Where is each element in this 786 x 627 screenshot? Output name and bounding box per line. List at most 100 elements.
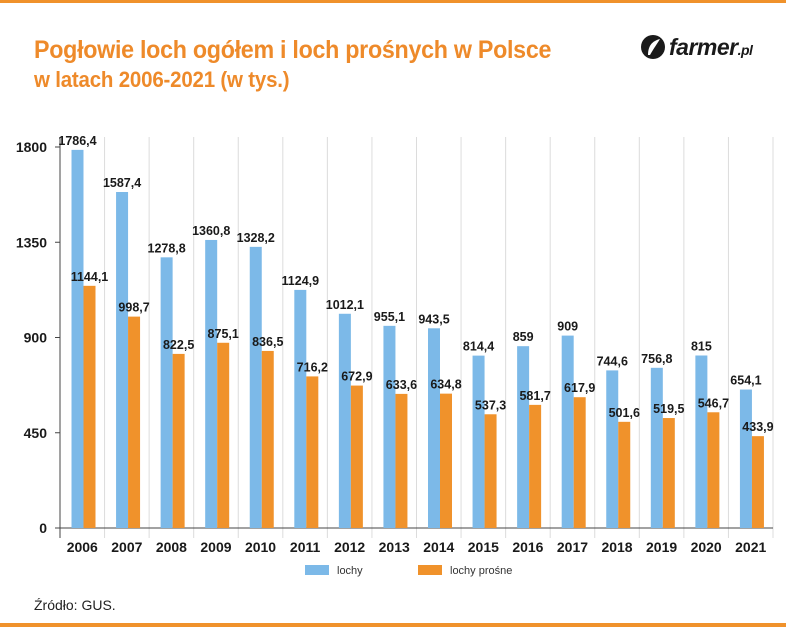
bar-lochy-prosne: [573, 397, 586, 528]
data-label-lochy-prosne: 836,5: [252, 335, 283, 349]
x-tick-label: 2014: [423, 539, 454, 555]
bar-lochy-prosne: [350, 385, 363, 528]
bar-lochy-prosne: [618, 421, 631, 528]
data-label-lochy: 1278,8: [148, 241, 186, 255]
x-tick-label: 2010: [245, 539, 276, 555]
bar-lochy-prosne: [172, 353, 185, 528]
data-label-lochy-prosne: 537,3: [475, 398, 506, 412]
data-label-lochy-prosne: 634,8: [430, 378, 461, 392]
data-label-lochy: 1124,9: [282, 274, 320, 288]
data-label-lochy-prosne: 581,7: [519, 389, 550, 403]
source-note: Źródło: GUS.: [34, 597, 116, 613]
chart-subtitle: w latach 2006-2021 (w tys.): [34, 67, 290, 92]
data-label-lochy: 1012,1: [326, 298, 364, 312]
x-tick-label: 2019: [646, 539, 677, 555]
legend-label: lochy prośne: [450, 565, 512, 577]
bar-lochy: [739, 389, 752, 528]
y-tick-label: 1350: [16, 234, 47, 250]
data-label-lochy: 1360,8: [192, 224, 230, 238]
bar-lochy: [160, 257, 173, 528]
x-tick-label: 2012: [334, 539, 365, 555]
x-tick-label: 2013: [379, 539, 410, 555]
bar-lochy: [561, 335, 574, 528]
data-label-lochy: 815: [691, 339, 712, 353]
bar-lochy: [116, 192, 129, 528]
bar-lochy: [650, 367, 663, 528]
x-tick-label: 2016: [512, 539, 543, 555]
data-label-lochy: 756,8: [641, 352, 672, 366]
data-label-lochy-prosne: 1144,1: [71, 270, 109, 284]
data-label-lochy: 909: [557, 320, 578, 334]
data-label-lochy-prosne: 633,6: [386, 378, 417, 392]
bar-lochy-prosne: [751, 436, 764, 528]
data-label-lochy-prosne: 998,7: [118, 301, 149, 315]
bar-lochy-prosne: [217, 342, 230, 528]
y-tick-label: 0: [39, 520, 47, 536]
chart-title: Pogłowie loch ogółem i loch prośnych w P…: [34, 36, 552, 64]
bar-lochy: [472, 355, 485, 528]
data-label-lochy-prosne: 617,9: [564, 381, 595, 395]
bar-lochy: [294, 289, 307, 528]
x-tick-label: 2017: [557, 539, 588, 555]
data-label-lochy: 955,1: [374, 310, 405, 324]
y-tick-label: 1800: [16, 139, 47, 155]
bar-chart: 0 450 900 1350 1800 1786,4 1144,1 2006 1587,4 998…: [16, 134, 774, 577]
bar-lochy-prosne: [662, 418, 675, 528]
leaf-icon: [641, 35, 665, 59]
x-tick-label: 2008: [156, 539, 187, 555]
data-label-lochy-prosne: 875,1: [208, 327, 239, 341]
legend-swatch: [305, 565, 329, 575]
data-label-lochy-prosne: 546,7: [698, 396, 729, 410]
y-tick-label: 450: [24, 425, 48, 441]
logo-suffix: .pl: [737, 41, 753, 58]
logo-word: farmer: [669, 33, 738, 60]
bottom-accent-bar: [0, 623, 786, 627]
bar-lochy: [249, 246, 262, 529]
data-label-lochy-prosne: 716,2: [297, 360, 328, 374]
bar-lochy: [606, 370, 619, 528]
data-label-lochy: 1786,4: [58, 134, 96, 148]
x-tick-label: 2009: [200, 539, 231, 555]
logo-text: farmer.pl: [669, 33, 753, 61]
data-label-lochy-prosne: 501,6: [609, 406, 640, 420]
data-label-lochy: 1328,2: [237, 231, 275, 245]
data-label-lochy: 654,1: [730, 374, 761, 388]
bar-lochy: [383, 325, 396, 528]
x-tick-label: 2007: [111, 539, 142, 555]
data-label-lochy-prosne: 672,9: [341, 370, 372, 384]
bar-lochy: [428, 328, 440, 528]
data-label-lochy: 1587,4: [103, 176, 141, 190]
legend-label: lochy: [337, 565, 363, 577]
x-tick-label: 2006: [67, 539, 98, 555]
bar-lochy: [695, 355, 708, 528]
bar-lochy: [338, 313, 351, 528]
bar-lochy: [71, 149, 84, 528]
bar-lochy-prosne: [83, 285, 96, 528]
x-tick-label: 2021: [735, 539, 766, 555]
data-label-lochy: 859: [513, 330, 534, 344]
bar-lochy-prosne: [440, 393, 452, 528]
farmer-logo: farmer.pl: [640, 32, 753, 62]
bar-lochy: [205, 239, 218, 529]
legend-swatch: [418, 565, 442, 575]
bar-lochy-prosne: [306, 376, 319, 528]
y-tick-label: 900: [24, 330, 48, 346]
bar-lochy-prosne: [707, 412, 720, 528]
bar-lochy-prosne: [484, 414, 497, 528]
x-tick-label: 2018: [601, 539, 632, 555]
bar-lochy-prosne: [261, 350, 274, 528]
data-label-lochy: 943,5: [418, 312, 449, 326]
data-label-lochy-prosne: 519,5: [653, 402, 684, 416]
data-label-lochy-prosne: 433,9: [742, 420, 773, 434]
bar-lochy: [517, 346, 530, 528]
x-tick-label: 2015: [468, 539, 499, 555]
bar-lochy-prosne: [395, 393, 408, 528]
x-tick-label: 2011: [290, 539, 321, 555]
data-label-lochy: 814,4: [463, 340, 494, 354]
top-accent-bar: [0, 0, 786, 3]
data-label-lochy: 744,6: [597, 354, 628, 368]
bar-lochy-prosne: [128, 316, 141, 528]
x-tick-label: 2020: [691, 539, 722, 555]
bar-lochy-prosne: [529, 404, 542, 528]
data-label-lochy-prosne: 822,5: [163, 338, 194, 352]
